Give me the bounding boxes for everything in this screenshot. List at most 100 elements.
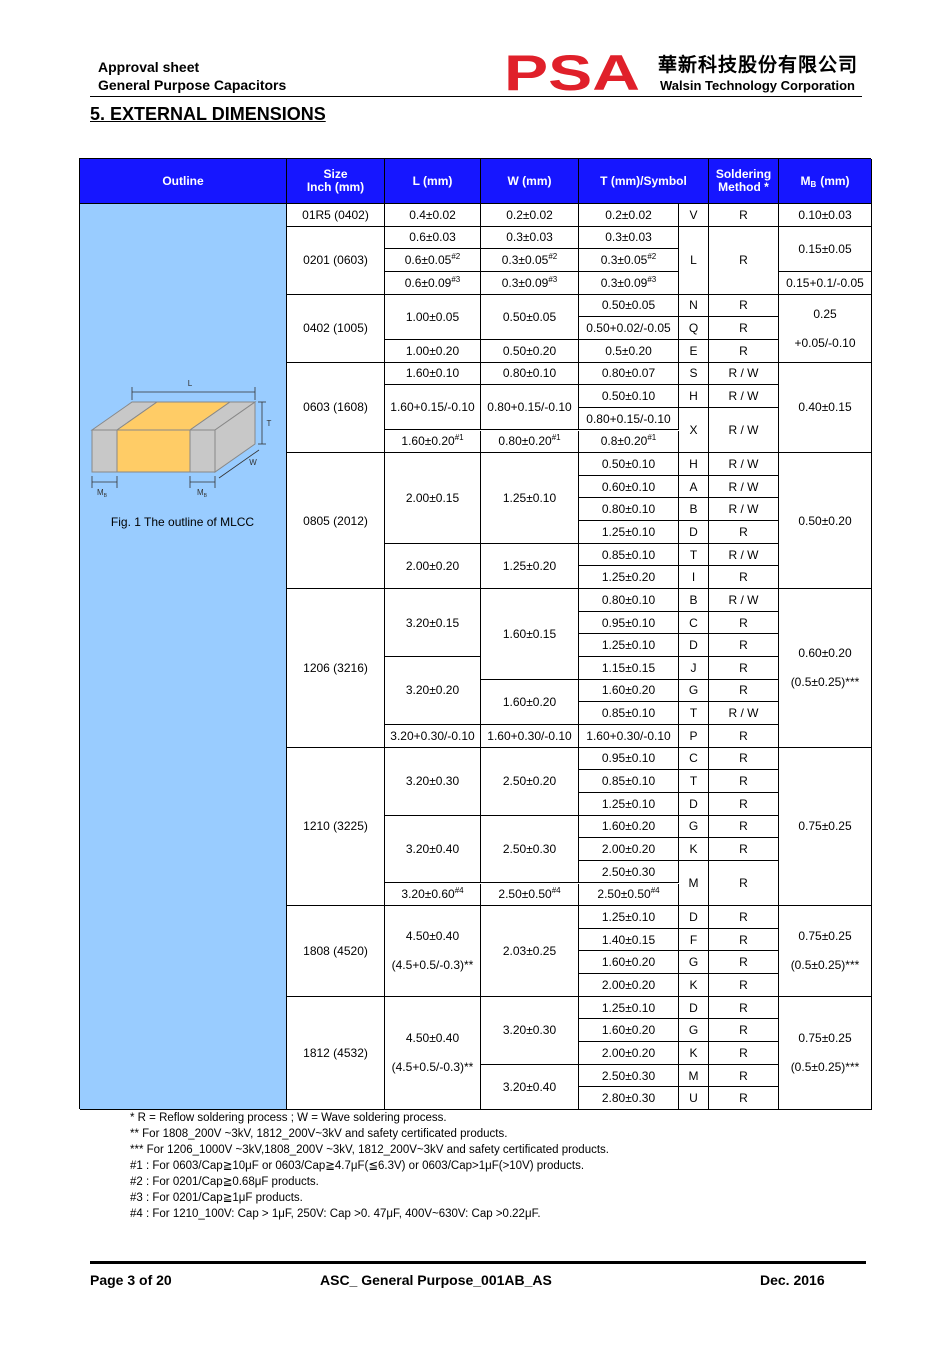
cell-text: 0.40±0.15 <box>798 400 852 415</box>
cell-text: R / W <box>728 422 759 437</box>
note-mark: #3 <box>647 274 657 284</box>
note-mark: #2 <box>451 252 461 262</box>
cell-text: 2.00±0.20 <box>601 1045 656 1060</box>
cell-text: B <box>689 502 698 517</box>
cell-text: 0.8±0.20 <box>600 434 648 449</box>
cell-text: 1.60±0.10 <box>405 366 460 381</box>
cell-text: K <box>689 1045 698 1060</box>
symbol-cell: K <box>679 974 709 997</box>
cell-text: 1.60+0.30/-0.10 <box>487 728 572 743</box>
soldering-cell: R / W <box>709 589 779 612</box>
cell-text: 3.20±0.30 <box>405 774 460 789</box>
cell-text: 0.80+0.15/-0.10 <box>487 400 572 415</box>
soldering-cell: R <box>709 339 779 363</box>
cell-text: 3.20±0.40 <box>405 842 460 857</box>
size-cell: 0402 (1005) <box>287 294 385 363</box>
note-mark: #1 <box>454 433 464 443</box>
note-mark: #4 <box>454 886 464 896</box>
symbol-cell: D <box>679 906 709 929</box>
cell-value: 3.20±0.60#4 <box>401 886 464 902</box>
soldering-cell: R <box>709 204 779 227</box>
symbol-cell: G <box>679 815 709 839</box>
cell-text: D <box>689 796 698 811</box>
cell-value: 0.8±0.20#1 <box>600 434 657 449</box>
cell-text: V <box>689 207 698 222</box>
symbol-cell: D <box>679 634 709 657</box>
T-cell: 1.25±0.10 <box>579 996 679 1020</box>
cell-text: 3.20±0.40 <box>502 1079 557 1094</box>
mb-cell: 0.15+0.1/-0.05 <box>779 271 872 295</box>
cell-text: R / W <box>728 389 759 403</box>
W-cell: 2.50±0.50#4 <box>481 883 579 907</box>
cell-text: L (mm) <box>412 173 453 188</box>
symbol-cell: T <box>679 770 709 793</box>
cell-text: 0.80±0.10 <box>601 592 656 607</box>
cell-value: 0.6±0.05#2 <box>405 252 461 268</box>
cell-text: R <box>739 875 748 890</box>
soldering-cell: R <box>709 770 779 793</box>
cell-text: K <box>689 977 698 992</box>
note-mark: #2 <box>647 252 657 262</box>
mb-cell: 0.15±0.05 <box>779 226 872 272</box>
cell-text: 0603 (1608) <box>303 400 368 415</box>
soldering-cell: R / W <box>709 702 779 725</box>
cell-text: I <box>691 570 696 585</box>
soldering-cell: R <box>709 815 779 839</box>
cell-text: 2.50±0.30 <box>601 1068 656 1083</box>
cell-text: R <box>739 728 748 743</box>
L-cell: 1.00±0.05 <box>385 294 481 340</box>
cell-text: R <box>739 207 748 222</box>
cell-text: H <box>689 456 698 471</box>
cell-line: +0.05/-0.10 <box>794 335 856 350</box>
L-cell: 0.6±0.09#3 <box>385 271 481 295</box>
cell-line: 0.75±0.25 <box>798 929 852 944</box>
cell-text: 1.25±0.20 <box>601 570 656 585</box>
outline-cell <box>80 204 287 1110</box>
L-cell: 4.50±0.40 (4.5+0.5/-0.3)** <box>385 906 481 997</box>
T-cell: 2.00±0.20 <box>579 974 679 997</box>
cell-text: R / W <box>728 592 759 607</box>
footnote: * R = Reflow soldering process ; W = Wav… <box>130 1112 447 1124</box>
T-cell: 0.80±0.10 <box>579 498 679 522</box>
symbol-cell: B <box>679 498 709 522</box>
chip-right-cap <box>189 429 216 473</box>
L-cell: 0.4±0.02 <box>385 204 481 227</box>
cell-text: 1.25±0.10 <box>601 909 656 924</box>
header-cell: T (mm)/Symbol <box>579 159 709 204</box>
cell-text: 0.2±0.02 <box>506 207 553 222</box>
cell-value: 0.3±0.09#3 <box>601 274 657 290</box>
size-cell: 1210 (3225) <box>287 747 385 907</box>
T-cell: 0.8±0.20#1 <box>579 430 679 454</box>
cell-text: H <box>689 389 698 403</box>
cell-text: 1.60±0.20 <box>601 683 656 698</box>
cell-text: R / W <box>728 479 759 494</box>
L-cell: 3.20±0.20 <box>385 657 481 725</box>
cell-text: 1.15±0.15 <box>601 660 656 675</box>
symbol-main: M <box>197 488 204 497</box>
W-cell: 0.3±0.03 <box>481 226 579 250</box>
cell-text: R <box>739 1091 748 1106</box>
T-cell: 1.60±0.20 <box>579 679 679 703</box>
T-cell: 1.25±0.10 <box>579 906 679 929</box>
note-mark: #4 <box>551 886 561 896</box>
cell-text: 1.60±0.20 <box>601 1023 656 1038</box>
cell-text: 0.3±0.05 <box>501 253 549 268</box>
cell-text: 2.50±0.20 <box>502 774 557 789</box>
symbol-cell: N <box>679 294 709 318</box>
cell-text: 1206 (3216) <box>303 660 368 675</box>
T-cell: 0.85±0.10 <box>579 543 679 567</box>
size-cell: 0201 (0603) <box>287 226 385 295</box>
cell-text: 0.80±0.20 <box>498 434 552 449</box>
symbol-cell: A <box>679 475 709 499</box>
soldering-cell: R / W <box>709 453 779 476</box>
symbol-cell: M <box>679 860 709 907</box>
cell-text: 0.80+0.15/-0.10 <box>586 411 671 426</box>
product-name: General Purpose Capacitors <box>98 77 287 93</box>
cell-text: 2.50±0.30 <box>502 842 557 857</box>
cell-text: R <box>739 660 748 675</box>
cell-text: 2.50±0.50 <box>597 887 651 902</box>
cell-text: D <box>689 909 698 924</box>
cell-value: MB (mm) <box>800 174 849 188</box>
dimension-label: MB <box>197 488 208 499</box>
symbol-cell: K <box>679 1042 709 1065</box>
